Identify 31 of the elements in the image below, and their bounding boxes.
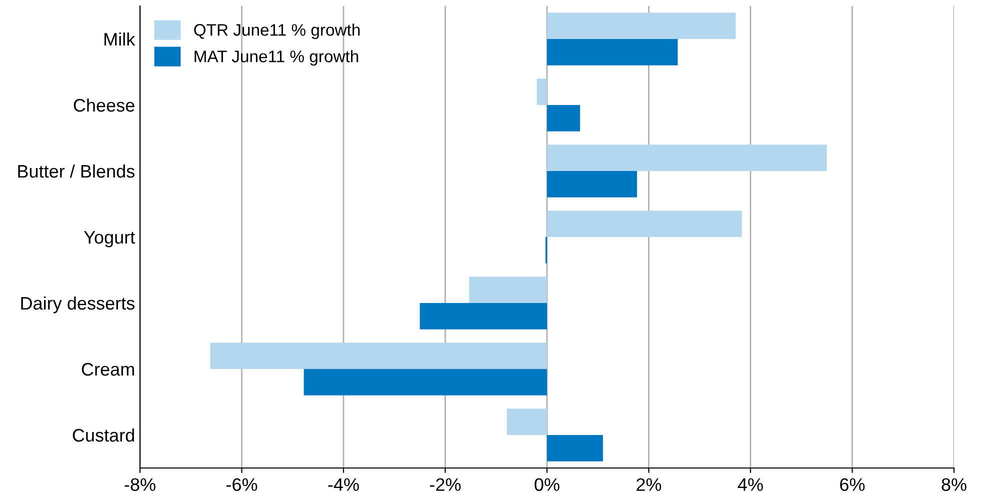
y-tick-label: Butter / Blends	[18, 164, 134, 178]
x-tick-label: -2%	[430, 478, 461, 491]
x-tick-label: -8%	[124, 478, 156, 491]
bar	[547, 39, 678, 66]
bar	[506, 408, 547, 435]
x-tick-label: 8%	[942, 478, 966, 491]
y-tick-label: Yogurt	[84, 231, 136, 248]
x-tick-label: 6%	[840, 478, 865, 491]
bar	[547, 171, 638, 198]
y-tick-label: Cheese	[74, 98, 134, 112]
bar	[547, 12, 736, 39]
bar	[547, 105, 580, 132]
bar	[210, 342, 547, 369]
bar	[547, 210, 742, 237]
legend-label: QTR June11 % growth	[194, 24, 360, 40]
bar	[420, 303, 547, 330]
bar	[469, 276, 547, 303]
x-tick-label: -4%	[328, 478, 359, 491]
bar	[547, 435, 603, 462]
y-tick-label: Milk	[104, 32, 136, 46]
x-tick-label: 0%	[534, 478, 560, 491]
legend-label: MAT June11 % growth	[194, 50, 358, 66]
x-tick-label: 2%	[636, 478, 662, 491]
y-tick-label: Dairy desserts	[21, 296, 134, 314]
bar	[304, 369, 547, 396]
y-tick-label: Custard	[72, 428, 134, 442]
x-tick-label: 4%	[738, 478, 763, 491]
y-tick-label: Cream	[82, 362, 134, 376]
bar	[547, 144, 827, 171]
bar	[536, 78, 547, 105]
x-tick-label: -6%	[226, 478, 258, 491]
